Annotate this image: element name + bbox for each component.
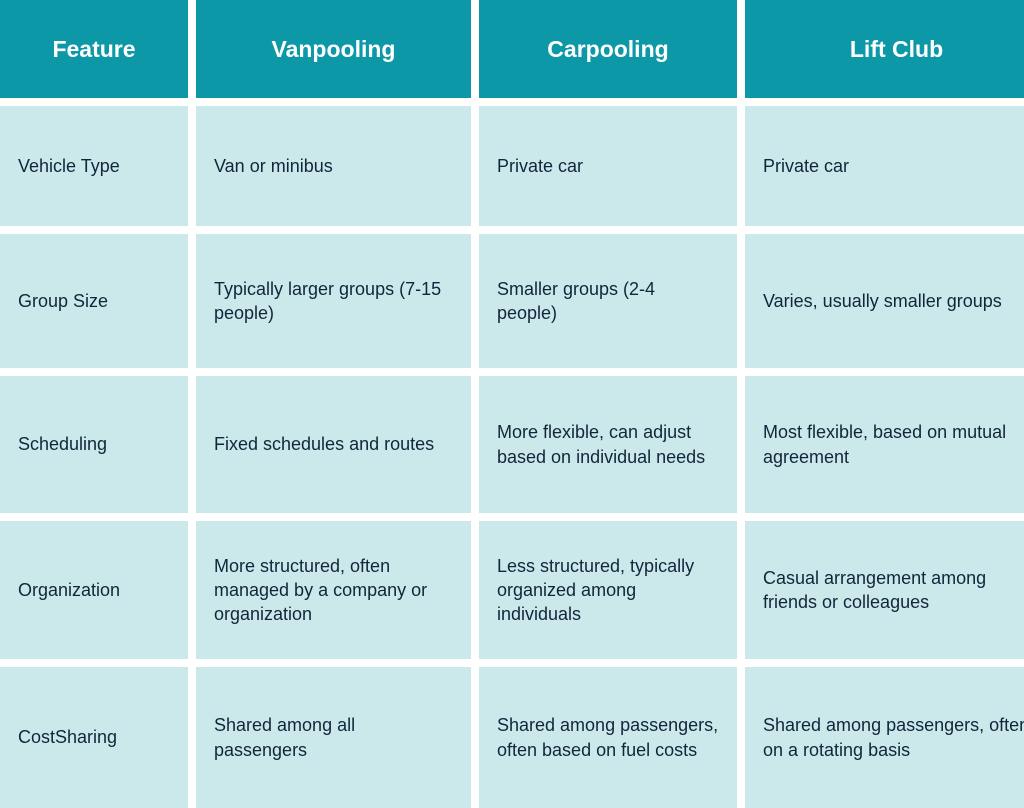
cell-text: Shared among passengers, often based on … [497, 713, 719, 762]
feature-label: CostSharing [18, 727, 117, 748]
comparison-table: Feature Vanpooling Carpooling Lift Club Vehi… [0, 0, 1024, 768]
cell-text: Fixed schedules and routes [214, 432, 434, 456]
body-cell: Private car [745, 106, 1024, 226]
body-cell: Less structured, typically organized amo… [479, 521, 737, 659]
body-cell: Varies, usually smaller groups [745, 234, 1024, 368]
body-cell: Most flexible, based on mutual agreement [745, 376, 1024, 513]
header-cell-vanpooling: Vanpooling [196, 0, 471, 98]
cell-text: Varies, usually smaller groups [763, 289, 1002, 313]
cell-text: Shared among all passengers [214, 713, 453, 762]
body-cell: Typically larger groups (7-15 people) [196, 234, 471, 368]
feature-label: Organization [18, 580, 120, 601]
feature-label: Vehicle Type [18, 156, 120, 177]
cell-text: Van or minibus [214, 154, 333, 178]
cell-text: Less structured, typically organized amo… [497, 554, 719, 627]
body-cell: Private car [479, 106, 737, 226]
header-label: Vanpooling [272, 36, 396, 63]
feature-label: Group Size [18, 291, 108, 312]
cell-text: Casual arrangement among friends or coll… [763, 566, 1024, 615]
cell-text: Private car [497, 154, 583, 178]
cell-text: Smaller groups (2-4 people) [497, 277, 719, 326]
body-cell: Fixed schedules and routes [196, 376, 471, 513]
feature-cell: Group Size [0, 234, 188, 368]
header-cell-feature: Feature [0, 0, 188, 98]
feature-cell: CostSharing [0, 667, 188, 808]
cell-text: Private car [763, 154, 849, 178]
header-label: Carpooling [547, 36, 668, 63]
cell-text: Typically larger groups (7-15 people) [214, 277, 453, 326]
feature-label: Scheduling [18, 434, 107, 455]
cell-text: Shared among passengers, often on a rota… [763, 713, 1024, 762]
body-cell: More structured, often managed by a comp… [196, 521, 471, 659]
body-cell: More flexible, can adjust based on indiv… [479, 376, 737, 513]
cell-text: More flexible, can adjust based on indiv… [497, 420, 719, 469]
cell-text: More structured, often managed by a comp… [214, 554, 453, 627]
feature-cell: Scheduling [0, 376, 188, 513]
header-label: Lift Club [850, 36, 943, 63]
header-cell-carpooling: Carpooling [479, 0, 737, 98]
body-cell: Van or minibus [196, 106, 471, 226]
feature-cell: Vehicle Type [0, 106, 188, 226]
cell-text: Most flexible, based on mutual agreement [763, 420, 1024, 469]
body-cell: Shared among passengers, often on a rota… [745, 667, 1024, 808]
body-cell: Shared among all passengers [196, 667, 471, 808]
header-label: Feature [52, 36, 135, 63]
header-cell-lift-club: Lift Club [745, 0, 1024, 98]
body-cell: Smaller groups (2-4 people) [479, 234, 737, 368]
body-cell: Shared among passengers, often based on … [479, 667, 737, 808]
feature-cell: Organization [0, 521, 188, 659]
body-cell: Casual arrangement among friends or coll… [745, 521, 1024, 659]
